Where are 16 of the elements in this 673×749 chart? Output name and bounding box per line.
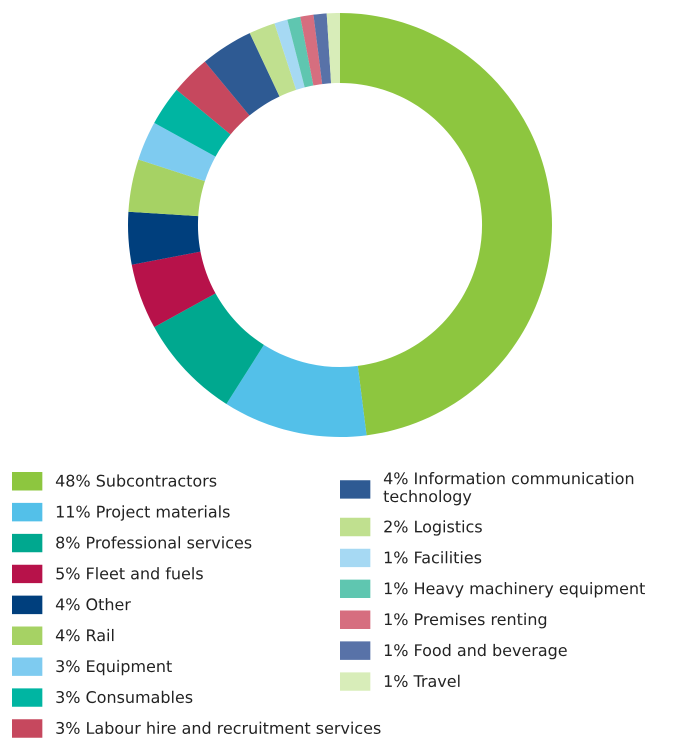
legend-label: 1% Facilities bbox=[384, 551, 482, 564]
legend-label: 11% Project materials bbox=[56, 505, 230, 521]
legend-label: 1% Heavy machinery equipment bbox=[384, 582, 645, 598]
legend-label: 1% Food and beverage bbox=[384, 644, 567, 660]
legend-label: 1% Travel bbox=[384, 674, 460, 688]
legend-label: 8% Professional services bbox=[56, 536, 252, 549]
legend-label: 1% Premises renting bbox=[384, 612, 546, 628]
legend-label: 3% Labour hire and recruitment services bbox=[56, 722, 381, 734]
legend-label: 5% Fleet and fuels bbox=[56, 567, 203, 580]
legend-label: 4% Information communication technology bbox=[384, 472, 634, 506]
legend-label: 2% Logistics bbox=[384, 520, 482, 536]
legend-label: 4% Other bbox=[56, 598, 131, 610]
legend-label: 48% Subcontractors bbox=[56, 474, 216, 487]
legend-label: 3% Consumables bbox=[56, 690, 192, 704]
legend-label: 4% Rail bbox=[56, 628, 114, 642]
legend-label: 3% Equipment bbox=[56, 660, 172, 676]
